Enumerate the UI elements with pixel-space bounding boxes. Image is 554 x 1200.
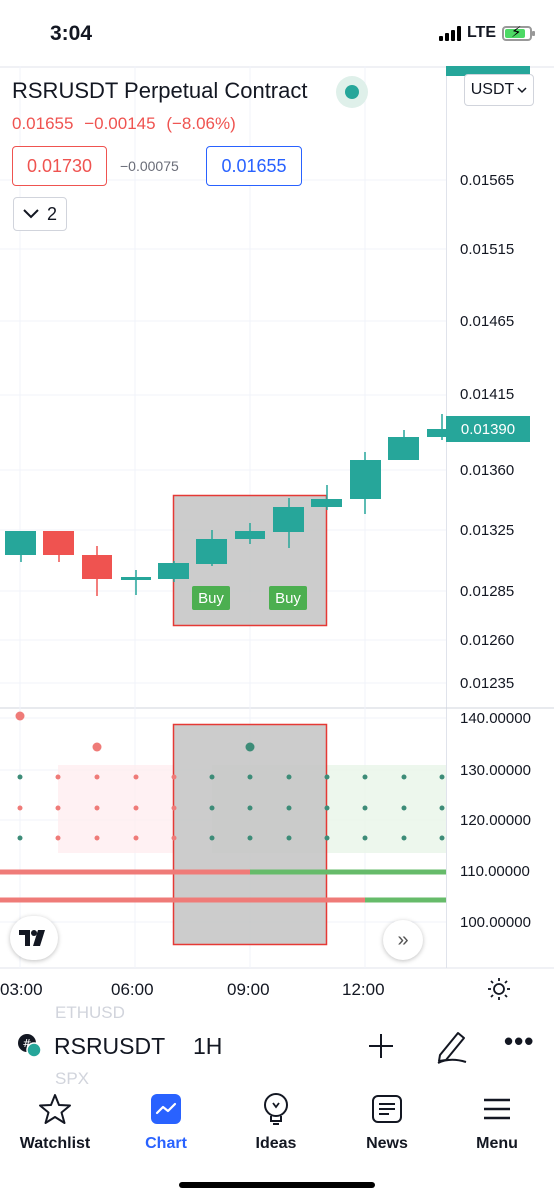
nav-label: Watchlist [19,1135,91,1152]
scroll-to-realtime-button[interactable]: » [383,920,423,960]
indicator-axis-label: 100.00000 [460,914,531,931]
double-chevron-right-icon: » [397,928,409,951]
plus-icon [369,1034,393,1058]
nav-label: Ideas [255,1135,297,1152]
hamburger-icon [484,1098,510,1120]
chart-area[interactable] [0,66,554,970]
price-axis-label: 0.01565 [460,172,515,189]
chart-icon [151,1094,181,1124]
status-indicators: LTE ⚡ [438,24,535,42]
price-axis-label: 0.01415 [460,386,515,403]
price-axis-label: 0.01465 [460,313,515,330]
add-indicator-button[interactable] [366,1026,396,1075]
collapse-indicators-button[interactable]: 2 [13,197,67,231]
star-icon [39,1094,71,1124]
currency-label: USDT [470,81,515,98]
candle [158,563,189,579]
ghost-symbol-above: ETHUSD [55,1003,125,1022]
price-axis-label: 0.01235 [460,675,515,692]
status-time: 3:04 [50,22,93,45]
candle [5,531,36,555]
svg-text:#: # [22,1037,31,1050]
candle [82,555,112,579]
buy-signal-tag: Buy [192,586,230,610]
nav-news[interactable]: News [337,1091,437,1153]
indicator-dots [15,711,445,841]
sell-button[interactable]: 0.01730 [12,146,107,186]
indicator-axis-label: 120.00000 [460,812,531,829]
currency-dropdown[interactable]: USDT [464,74,534,106]
tradingview-icon [19,930,45,946]
price-change-pct: (−8.06%) [166,114,236,133]
top-price-tag [446,66,530,76]
indicator-lines [0,869,446,903]
candle [311,499,342,507]
pen-icon [437,1032,467,1064]
price-axis-label: 0.01515 [460,241,515,258]
indicator-axis-label: 130.00000 [460,762,531,779]
chart-canvas[interactable] [0,66,554,970]
candle [235,531,265,539]
chevron-down-icon [517,86,527,93]
ghost-symbol-below: SPX [55,1069,90,1088]
chart-settings-button[interactable] [487,977,511,1007]
nav-watchlist[interactable]: Watchlist [5,1091,105,1153]
candle [273,507,304,532]
news-icon [372,1095,402,1123]
time-axis-label: 06:00 [111,980,154,999]
highlight-box-indicator [172,723,328,946]
nav-label: News [366,1135,408,1152]
symbol-name[interactable]: RSRUSDT [54,1033,166,1059]
bottom-navigation: Watchlist Chart Ideas [0,1085,554,1200]
more-dots-icon: ••• [504,1026,535,1056]
signal-icon [438,25,461,41]
candle [388,437,419,460]
nav-label: Menu [476,1135,518,1152]
candle [427,429,446,437]
sun-settings-icon [488,978,510,1000]
buy-button[interactable]: 0.01655 [206,146,302,186]
market-status-dot [336,76,368,108]
lightbulb-icon [264,1093,288,1125]
nav-chart[interactable]: Chart [116,1091,216,1153]
indicator-zone-red [58,765,174,853]
tradingview-logo[interactable] [10,916,58,960]
price-axis-label: 0.01325 [460,522,515,539]
price-change: −0.00145 [84,114,156,133]
last-price: 0.01655 [12,114,74,133]
symbol-title[interactable]: RSRUSDT Perpetual Contract [12,78,308,103]
indicator-axis-label: 140.00000 [460,710,531,727]
nav-menu[interactable]: Menu [447,1091,547,1153]
price-change-line: 0.01655 −0.00145 (−8.06%) [12,114,242,134]
more-button[interactable]: ••• [504,1026,534,1057]
drawing-tools-button[interactable] [434,1027,470,1070]
interval-selector[interactable]: 1H [193,1033,223,1059]
network-label: LTE [466,24,496,41]
nav-label: Chart [145,1135,187,1152]
collapse-count: 2 [46,203,57,224]
price-axis-label: 0.01360 [460,462,515,479]
price-axis-label: 0.01260 [460,632,515,649]
chevron-down-icon [23,209,39,219]
candle [43,531,74,555]
time-axis-label: 09:00 [227,980,270,999]
candlesticks [5,414,446,596]
time-axis-label: 03:00 [0,980,43,999]
spread-value: −0.00075 [120,158,179,174]
candle [350,460,381,499]
battery-icon: ⚡ [502,24,535,41]
symbol-logo-icon: # [17,1033,43,1059]
home-indicator [179,1182,375,1188]
candle [121,577,151,580]
candle [196,539,227,564]
buy-signal-tag: Buy [269,586,307,610]
price-axis-label: 0.01285 [460,583,515,600]
last-price-tag: 0.01390 [446,416,530,442]
indicator-axis-label: 110.00000 [460,863,530,880]
time-axis-label: 12:00 [342,980,385,999]
nav-ideas[interactable]: Ideas [226,1091,326,1153]
